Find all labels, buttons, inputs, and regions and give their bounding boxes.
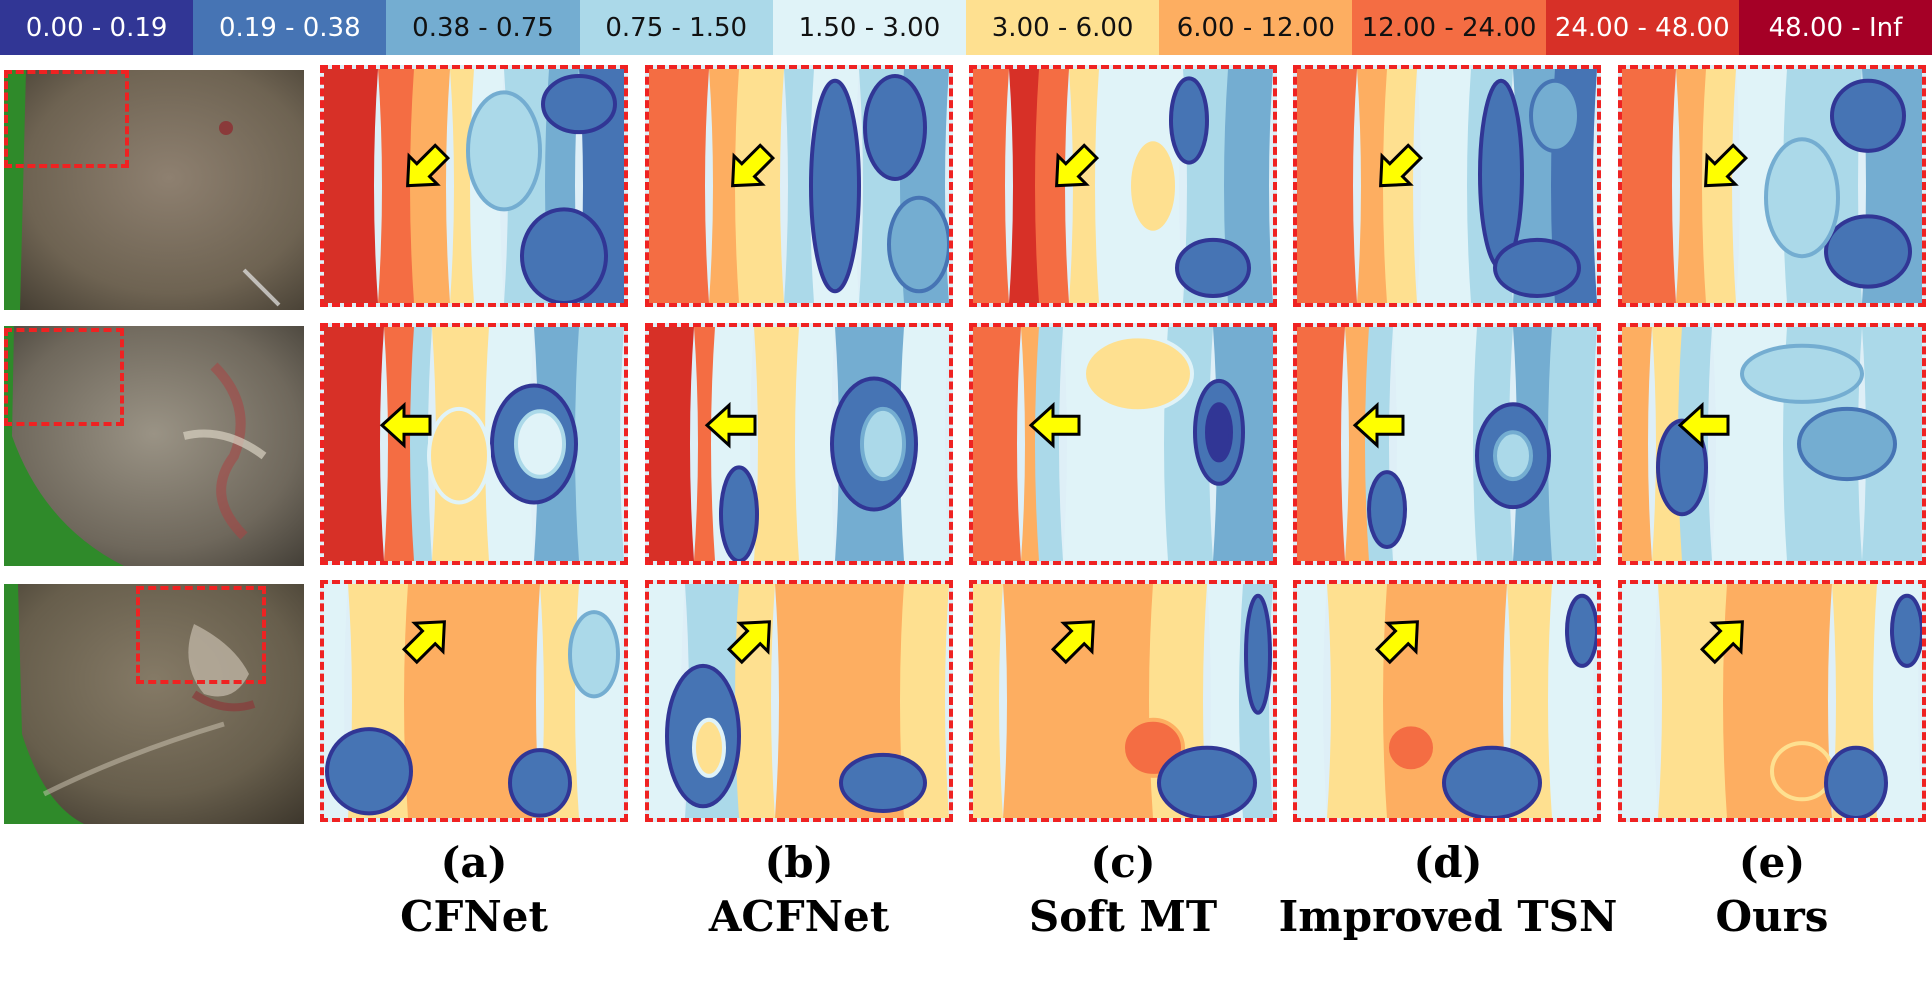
- error-map-panel: [969, 65, 1277, 307]
- error-map-panel: [1293, 323, 1601, 565]
- caption-method: ACFNet: [708, 892, 890, 941]
- caption-letter: (e): [1738, 838, 1806, 887]
- column-caption: (d) Improved TSN: [1278, 836, 1618, 944]
- error-map-panel: [969, 323, 1277, 565]
- error-map-panel: [1618, 580, 1926, 822]
- indicator-arrow-icon: [731, 143, 776, 188]
- column-caption: (c) Soft MT: [953, 836, 1293, 944]
- indicator-arrow-icon: [1352, 401, 1405, 449]
- error-map-panel: [320, 65, 628, 307]
- indicator-arrow-icon: [406, 143, 451, 188]
- legend-bin: 0.38 - 0.75: [386, 0, 580, 55]
- caption-method: Ours: [1715, 892, 1829, 941]
- caption-method: Soft MT: [1028, 892, 1218, 941]
- column-caption: (a) CFNet: [304, 836, 644, 944]
- indicator-arrow-icon: [1050, 620, 1095, 665]
- error-map-panel: [1618, 323, 1926, 565]
- error-legend: 0.00 - 0.19 0.19 - 0.38 0.38 - 0.75 0.75 - …: [0, 0, 1932, 55]
- legend-bin: 1.50 - 3.00: [772, 0, 967, 55]
- caption-method: CFNet: [400, 892, 548, 941]
- indicator-arrow-icon: [1374, 620, 1419, 665]
- error-map-panel: [969, 580, 1277, 822]
- legend-bin: 6.00 - 12.00: [1159, 0, 1353, 55]
- indicator-arrow-icon: [379, 401, 432, 449]
- caption-method: Improved TSN: [1278, 892, 1618, 941]
- indicator-arrow-icon: [1028, 401, 1081, 449]
- error-map-panel: [645, 580, 953, 822]
- error-map-panel: [1293, 65, 1601, 307]
- legend-bin: 12.00 - 24.00: [1352, 0, 1546, 55]
- caption-letter: (c): [1090, 838, 1156, 887]
- indicator-arrow-icon: [1379, 143, 1424, 188]
- column-caption: (b) ACFNet: [629, 836, 969, 944]
- error-map-panel: [320, 323, 628, 565]
- caption-letter: (a): [440, 838, 508, 887]
- column-caption: (e) Ours: [1602, 836, 1932, 944]
- roi-box: [4, 70, 129, 168]
- caption-letter: (b): [764, 838, 834, 887]
- indicator-arrow-icon: [1677, 401, 1730, 449]
- endoscopy-image-row1: [4, 70, 304, 310]
- error-map-panel: [1618, 65, 1926, 307]
- error-map-panel: [645, 65, 953, 307]
- indicator-arrow-icon: [401, 620, 446, 665]
- indicator-arrow-icon: [1055, 143, 1100, 188]
- error-map-panel: [645, 323, 953, 565]
- indicator-arrow-icon: [726, 620, 771, 665]
- legend-bin: 0.00 - 0.19: [0, 0, 194, 55]
- legend-bin: 48.00 - Inf: [1738, 0, 1932, 55]
- indicator-arrow-icon: [1699, 620, 1744, 665]
- endoscopy-image-row3: [4, 584, 304, 824]
- legend-bin: 24.00 - 48.00: [1545, 0, 1739, 55]
- legend-bin: 0.75 - 1.50: [579, 0, 773, 55]
- roi-box: [136, 586, 266, 684]
- roi-box: [4, 328, 124, 426]
- error-map-panel: [320, 580, 628, 822]
- endoscopy-image-row2: [4, 326, 304, 566]
- indicator-arrow-icon: [1704, 143, 1749, 188]
- legend-bin: 3.00 - 6.00: [966, 0, 1160, 55]
- caption-letter: (d): [1413, 838, 1483, 887]
- legend-bin: 0.19 - 0.38: [193, 0, 387, 55]
- error-map-panel: [1293, 580, 1601, 822]
- indicator-arrow-icon: [704, 401, 757, 449]
